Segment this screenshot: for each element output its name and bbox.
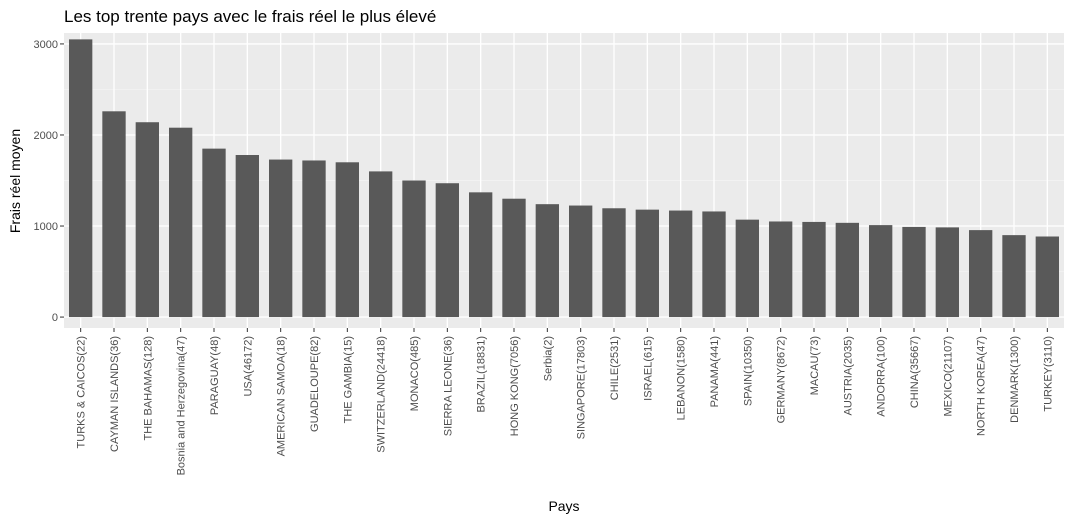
bar xyxy=(169,127,193,318)
x-tick-label: MEXICO(21107) xyxy=(942,336,954,417)
x-tick-label: HONG KONG(7056) xyxy=(509,336,521,436)
bars xyxy=(69,39,1059,318)
bar xyxy=(1002,235,1026,318)
bar xyxy=(635,209,659,318)
bar xyxy=(969,230,993,318)
bar xyxy=(269,159,293,318)
x-tick-label: CHINA(35667) xyxy=(909,336,921,408)
chart-title: Les top trente pays avec le frais réel l… xyxy=(64,7,436,26)
x-axis-title: Pays xyxy=(548,498,579,514)
x-tick-label: THE BAHAMAS(128) xyxy=(142,336,154,441)
x-tick-label: Bosnia and Herzegovina(47) xyxy=(176,336,188,475)
y-axis-title: Frais réel moyen xyxy=(7,129,23,233)
x-tick-label: SPAIN(10350) xyxy=(742,336,754,406)
bar xyxy=(502,198,526,318)
y-tick-label: 3000 xyxy=(34,39,58,51)
bar xyxy=(135,122,159,318)
bar xyxy=(702,211,726,318)
x-tick-label: ISRAEL(615) xyxy=(642,336,654,401)
bar xyxy=(469,192,493,318)
bar xyxy=(935,227,959,318)
bar xyxy=(402,180,426,318)
x-tick-label: TURKEY(3110) xyxy=(1042,336,1054,412)
x-tick-label: TURKS & CAICOS(22) xyxy=(76,336,88,448)
bar xyxy=(835,222,859,318)
x-tick-label: AUSTRIA(2035) xyxy=(842,336,854,415)
x-tick-label: PARAGUAY(48) xyxy=(209,336,221,415)
x-tick-label: MONACO(485) xyxy=(409,336,421,411)
x-tick-label: BRAZIL(18831) xyxy=(476,336,488,412)
bar xyxy=(235,155,259,318)
bar xyxy=(102,111,126,318)
bar xyxy=(1035,236,1059,318)
bar xyxy=(869,225,893,318)
x-tick-label: NORTH KOREA(47) xyxy=(976,336,988,436)
x-tick-label: SIERRA LEONE(36) xyxy=(442,336,454,436)
x-axis: TURKS & CAICOS(22) CAYMAN ISLANDS(36) THE … xyxy=(76,328,1054,475)
x-tick-label: GUADELOUPE(82) xyxy=(309,336,321,432)
x-tick-label: GERMANY(8672) xyxy=(776,336,788,423)
bar xyxy=(435,183,459,318)
x-tick-label: SWITZERLAND(24418) xyxy=(376,336,388,453)
x-tick-label: THE GAMBIA(15) xyxy=(342,336,354,423)
x-tick-label: DENMARK(1300) xyxy=(1009,336,1021,423)
bar xyxy=(569,205,593,318)
bar xyxy=(602,208,626,318)
y-tick-label: 0 xyxy=(52,312,58,324)
y-tick-label: 1000 xyxy=(34,221,58,233)
x-tick-label: CAYMAN ISLANDS(36) xyxy=(109,336,121,452)
bar xyxy=(902,226,926,318)
x-tick-label: PANAMA(441) xyxy=(709,336,721,407)
x-tick-label: MACAU(73) xyxy=(809,336,821,395)
bar xyxy=(535,204,559,318)
y-axis: 0 1000 2000 3000 xyxy=(34,39,64,324)
x-tick-label: AMERICAN SAMOA(18) xyxy=(276,336,288,456)
bar xyxy=(335,162,359,318)
x-tick-label: CHILE(2531) xyxy=(609,336,621,400)
x-tick-label: SINGAPORE(17803) xyxy=(576,336,588,439)
bar xyxy=(202,148,226,318)
bar xyxy=(69,39,93,318)
bar xyxy=(369,171,393,318)
x-tick-label: LEBANON(1580) xyxy=(676,336,688,420)
bar xyxy=(302,160,326,318)
x-tick-label: USA(46172) xyxy=(242,336,254,397)
x-tick-label: ANDORRA(100) xyxy=(876,336,888,417)
bar xyxy=(769,221,793,318)
y-tick-label: 2000 xyxy=(34,130,58,142)
x-tick-label: Serbia(2) xyxy=(542,336,554,381)
bar xyxy=(735,219,759,318)
bar xyxy=(802,221,826,318)
bar xyxy=(669,210,693,318)
